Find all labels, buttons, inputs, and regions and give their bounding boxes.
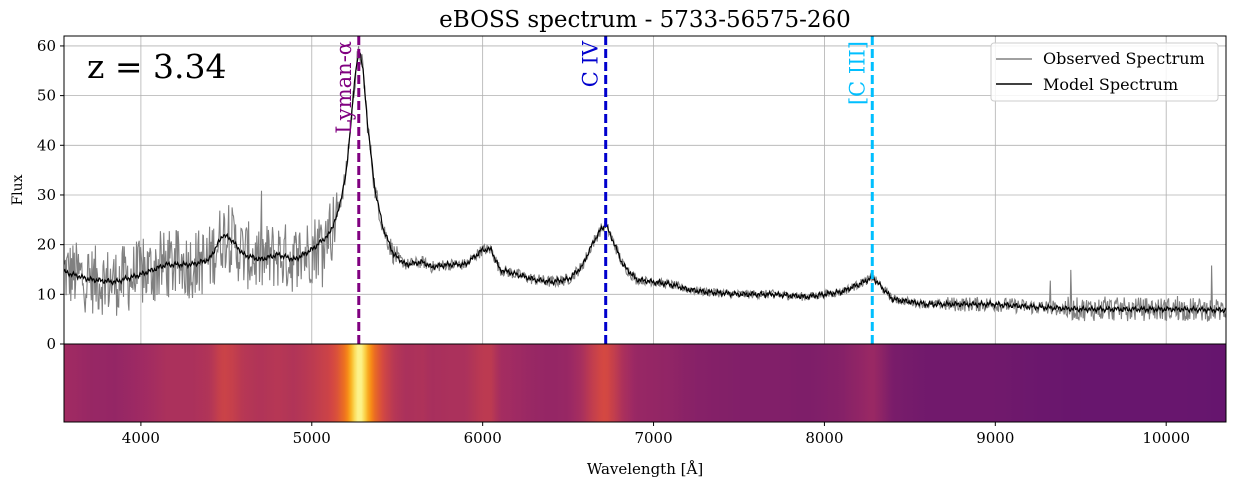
legend-box xyxy=(990,42,1219,102)
strip-frame xyxy=(63,343,1227,423)
observed-spectrum-line xyxy=(64,46,1226,322)
emission-line-markers: Lyman-α C IV [C III] xyxy=(332,36,874,344)
y-tick-label: 60 xyxy=(37,37,56,55)
emission-line-label: [C III] xyxy=(845,41,869,105)
x-tick-label: 5000 xyxy=(293,429,331,447)
y-axis-label: Flux xyxy=(10,174,26,205)
x-axis-label: Wavelength [Å] xyxy=(587,460,703,478)
y-tick-label: 10 xyxy=(37,285,56,303)
y-axis-ticks: 0 10 20 30 40 50 60 xyxy=(37,37,64,353)
emission-line-label: Lyman-α xyxy=(332,41,356,134)
spectrum-strip xyxy=(64,344,1226,422)
chart-title: eBOSS spectrum - 5733-56575-260 xyxy=(439,7,851,33)
x-tick-label: 7000 xyxy=(634,429,672,447)
y-tick-label: 50 xyxy=(37,87,56,105)
legend-observed-label: Observed Spectrum xyxy=(1043,49,1205,68)
observed-spectrum xyxy=(64,46,1226,322)
redshift-label: z = 3.34 xyxy=(87,47,227,86)
x-axis-ticks: 4000 5000 6000 7000 8000 9000 10000 xyxy=(122,422,1190,447)
y-tick-label: 30 xyxy=(37,186,56,204)
x-tick-label: 10000 xyxy=(1142,429,1190,447)
x-tick-label: 9000 xyxy=(976,429,1014,447)
model-spectrum-line xyxy=(64,50,1226,315)
x-tick-label: 4000 xyxy=(122,429,160,447)
x-tick-label: 6000 xyxy=(464,429,502,447)
emission-line-label: C IV xyxy=(579,40,603,87)
legend-model-label: Model Spectrum xyxy=(1043,75,1178,94)
legend: Observed Spectrum Model Spectrum xyxy=(990,42,1219,102)
y-tick-label: 0 xyxy=(46,335,56,353)
x-tick-label: 8000 xyxy=(805,429,843,447)
y-tick-label: 20 xyxy=(37,236,56,254)
model-spectrum xyxy=(64,50,1226,315)
y-tick-label: 40 xyxy=(37,136,56,154)
